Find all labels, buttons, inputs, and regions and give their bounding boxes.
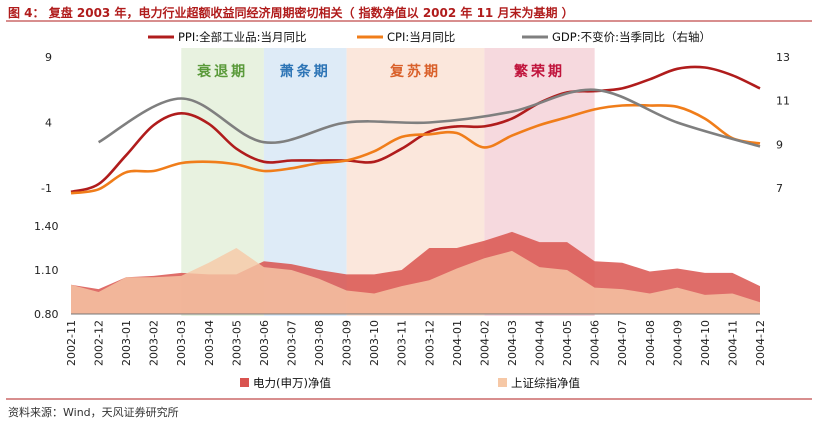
legend-swatch-area-0 [240, 378, 249, 387]
legend-label-area-1: 上证综指净值 [511, 376, 580, 390]
x-axis-tick: 2004-07 [616, 320, 629, 366]
x-axis-tick: 2003-10 [368, 320, 381, 366]
left-axis-tick: -1 [41, 182, 52, 195]
x-axis-tick: 2004-03 [506, 320, 519, 366]
net-value-areas [71, 231, 760, 314]
legends: PPI:全部工业品:当月同比 CPI:当月同比 GDP:不变价:当季同比（右轴） 电力… [148, 30, 711, 390]
x-axis-tick: 2003-01 [120, 320, 133, 366]
x-axis-tick: 2004-09 [671, 320, 684, 366]
x-axis-tick: 2003-03 [175, 320, 188, 366]
phase-label-0: 衰退期 [196, 63, 248, 80]
series-line-1 [70, 103, 761, 195]
right-axis-tick: 13 [776, 51, 790, 64]
axes: 9 4 -1 13 11 9 7 1.40 1.10 0.80 2002-11 2002-12 2003… [34, 51, 790, 366]
area-axis-tick: 1.40 [34, 220, 59, 233]
right-axis-tick: 11 [776, 95, 790, 108]
x-axis-tick: 2004-06 [589, 320, 602, 366]
x-axis-tick: 2003-11 [396, 320, 409, 366]
x-axis-tick: 2003-06 [258, 320, 271, 366]
source-note: 资料来源：Wind，天风证券研究所 [8, 406, 179, 419]
area-axis-tick: 0.80 [34, 308, 59, 321]
x-axis-tick: 2004-04 [534, 320, 547, 366]
x-axis-tick: 2004-11 [726, 320, 739, 366]
phase-label-3: 繁荣期 [513, 63, 565, 80]
x-axis-tick: 2003-09 [341, 320, 354, 366]
legend-label-line-1: CPI:当月同比 [387, 30, 455, 44]
x-axis-tick: 2004-01 [451, 320, 464, 366]
series-line-2 [97, 88, 761, 148]
x-axis-tick: 2003-02 [148, 320, 161, 366]
right-axis-tick: 7 [776, 182, 783, 195]
right-axis-tick: 9 [776, 138, 783, 151]
x-axis-tick: 2004-02 [478, 320, 491, 366]
phase-label-2: 复苏期 [389, 63, 441, 80]
series-line-0 [70, 65, 761, 194]
left-axis-tick: 9 [45, 51, 52, 64]
area-axis-tick: 1.10 [34, 264, 59, 277]
x-axis-tick: 2004-10 [699, 320, 712, 366]
left-axis-tick: 4 [45, 117, 52, 130]
x-axis-tick: 2002-12 [93, 320, 106, 366]
macro-lines [70, 65, 761, 195]
x-axis-tick: 2002-11 [65, 320, 78, 366]
legend-swatch-area-1 [498, 378, 507, 387]
legend-label-line-0: PPI:全部工业品:当月同比 [178, 30, 307, 44]
x-axis-tick: 2003-08 [313, 320, 326, 366]
legend-label-area-0: 电力(申万)净值 [253, 376, 331, 390]
area-shanghai-net-value [71, 248, 760, 314]
x-axis-tick: 2003-05 [230, 320, 243, 366]
x-axis-tick: 2003-07 [286, 320, 299, 366]
phase-label-1: 萧条期 [280, 63, 331, 80]
x-axis-tick: 2003-04 [203, 320, 216, 366]
x-axis-tick: 2004-05 [561, 320, 574, 366]
x-axis-tick: 2004-12 [754, 320, 767, 366]
x-axis-tick: 2003-12 [423, 320, 436, 366]
legend-label-line-2: GDP:不变价:当季同比（右轴） [552, 30, 711, 44]
chart-title: 图 4： 复盘 2003 年，电力行业超额收益同经济周期密切相关（ 指数净值以 … [8, 6, 574, 20]
x-axis-tick: 2004-08 [644, 320, 657, 366]
